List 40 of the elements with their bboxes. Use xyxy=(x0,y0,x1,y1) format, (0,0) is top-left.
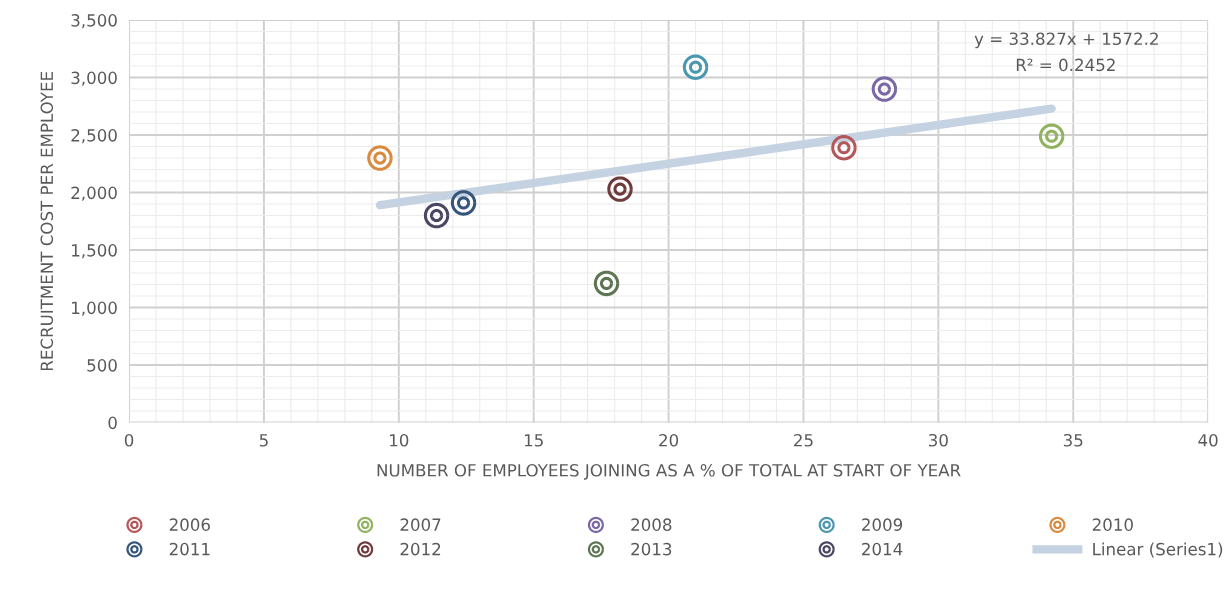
x-tick-label: 30 xyxy=(929,433,948,447)
x-tick-label: 40 xyxy=(1198,433,1218,447)
y-axis-title: RECRUITMENT COST PER EMPLOYEE xyxy=(40,71,54,371)
x-tick-label: 0 xyxy=(124,433,134,447)
x-tick-label: 20 xyxy=(659,433,679,447)
x-tick-label: 35 xyxy=(1063,433,1083,447)
y-tick-label: 500 xyxy=(87,359,117,372)
y-tick-label: 2,500 xyxy=(71,129,117,144)
point xyxy=(450,190,477,216)
x-tick-label: 5 xyxy=(259,434,268,447)
point xyxy=(423,202,450,229)
legend-label: 2009 xyxy=(862,518,903,531)
legend-label: 2006 xyxy=(169,518,210,531)
x-tick-label: 10 xyxy=(390,433,409,447)
y-tick-label: 1,500 xyxy=(72,244,117,259)
y-tick-label: 2,000 xyxy=(71,186,117,201)
legend-label: 2014 xyxy=(862,542,903,556)
point xyxy=(607,176,633,202)
legend-label: 2007 xyxy=(400,518,441,531)
x-axis-title: NUMBER OF EMPLOYEES JOINING AS A % OF TOTAL AT START OF YEAR xyxy=(377,463,961,480)
annotation: y = 33.827x + 1572.2 xyxy=(974,32,1158,49)
legend-label: 2011 xyxy=(169,542,210,556)
y-tick-label: 0 xyxy=(108,416,117,430)
point xyxy=(682,54,709,80)
point xyxy=(367,145,393,171)
y-tick-label: 1,000 xyxy=(72,301,117,316)
legend-label: Linear (Series1) xyxy=(1093,542,1223,558)
y-tick-label: 3,000 xyxy=(71,71,117,86)
point xyxy=(1038,123,1065,149)
y-tick-label: 3,500 xyxy=(71,14,117,29)
x-tick-label: 25 xyxy=(794,433,813,447)
point xyxy=(831,134,857,161)
legend-label: 2012 xyxy=(400,542,441,556)
legend-label: 2013 xyxy=(631,542,672,556)
legend-label: 2008 xyxy=(631,518,672,531)
point xyxy=(871,76,898,102)
annotation: R² = 0.2452 xyxy=(1016,58,1115,72)
legend-label: 2010 xyxy=(1092,518,1133,531)
x-tick-label: 15 xyxy=(524,434,543,447)
point xyxy=(593,270,620,297)
